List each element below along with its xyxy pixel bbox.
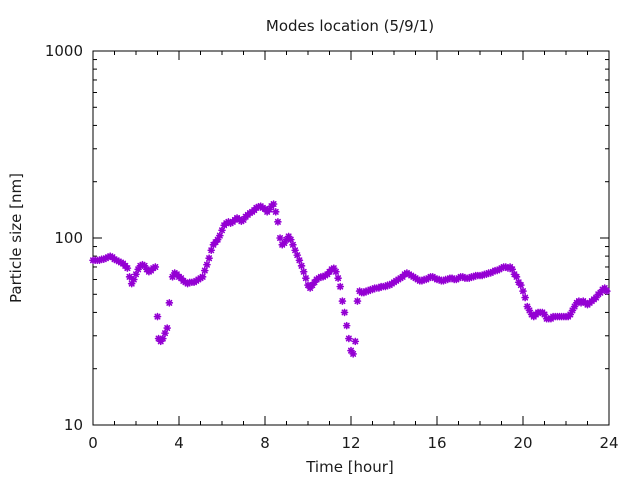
data-point — [153, 312, 162, 321]
data-points — [89, 200, 611, 358]
data-point — [340, 308, 349, 317]
data-point — [286, 235, 295, 244]
x-tick-label: 20 — [513, 434, 532, 452]
data-point — [351, 337, 360, 346]
data-point — [517, 281, 525, 289]
data-point — [289, 240, 297, 249]
data-point — [123, 264, 132, 272]
data-point — [274, 218, 282, 226]
x-tick-label: 0 — [88, 434, 98, 452]
data-point — [338, 297, 347, 305]
data-point — [353, 297, 362, 305]
data-point — [349, 350, 357, 358]
axis-ticks — [92, 50, 610, 426]
x-tick-label: 4 — [174, 434, 184, 452]
data-point — [603, 287, 611, 295]
y-tick-label: 100 — [54, 229, 83, 247]
data-point — [218, 226, 226, 235]
x-axis-label: Time [hour] — [305, 458, 394, 476]
data-point — [207, 246, 216, 255]
data-point — [159, 334, 167, 343]
plot-area — [92, 50, 610, 426]
data-point — [512, 273, 521, 281]
data-point — [271, 208, 280, 216]
data-point — [519, 287, 527, 295]
x-tick-label: 24 — [599, 434, 618, 452]
data-point — [213, 235, 222, 244]
data-point — [130, 275, 138, 284]
data-point — [345, 334, 353, 343]
data-point — [276, 234, 284, 242]
x-tick-label: 16 — [427, 434, 446, 452]
y-tick-label: 10 — [64, 416, 83, 434]
data-point — [163, 324, 171, 332]
data-point — [216, 231, 224, 240]
data-point — [521, 293, 529, 302]
data-point — [201, 266, 209, 275]
data-point — [165, 299, 174, 307]
data-point — [151, 263, 160, 271]
data-point — [299, 267, 308, 276]
data-point — [198, 273, 207, 281]
data-point — [205, 254, 213, 262]
x-tick-label: 8 — [260, 434, 270, 452]
data-point — [297, 262, 306, 270]
data-point — [342, 321, 351, 330]
data-point — [302, 274, 310, 282]
data-point — [203, 260, 211, 269]
tick-labels: 0 4 8 12 16 20 24 10 100 1000 — [45, 42, 619, 452]
data-point — [295, 256, 304, 265]
data-point — [332, 267, 340, 276]
data-point — [293, 251, 302, 259]
y-axis-label: Particle size [nm] — [7, 173, 25, 303]
data-point — [269, 200, 278, 208]
data-point — [336, 282, 345, 291]
chart-title: Modes location (5/9/1) — [266, 17, 434, 35]
x-tick-label: 12 — [341, 434, 360, 452]
data-point — [125, 273, 134, 281]
y-tick-label: 1000 — [45, 42, 83, 60]
data-point — [334, 274, 342, 282]
data-point — [161, 329, 169, 337]
